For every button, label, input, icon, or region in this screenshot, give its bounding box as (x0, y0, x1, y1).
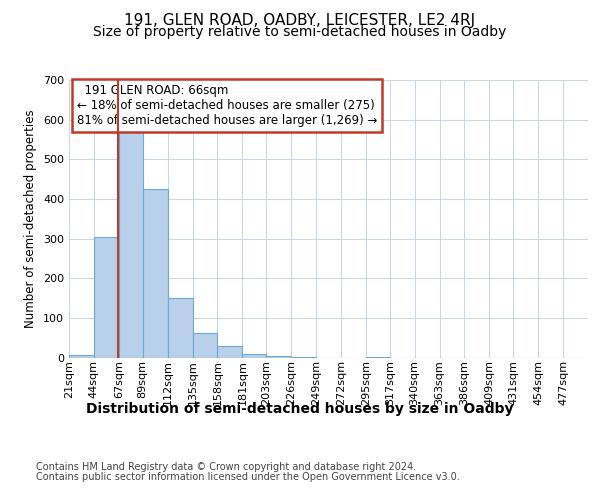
Text: Contains HM Land Registry data © Crown copyright and database right 2024.: Contains HM Land Registry data © Crown c… (36, 462, 416, 472)
Bar (217, 346, 242, 358)
Text: 191 GLEN ROAD: 66sqm
← 18% of semi-detached houses are smaller (275)
81% of semi: 191 GLEN ROAD: 66sqm ← 18% of semi-detac… (77, 84, 377, 127)
Bar (167, 298, 193, 358)
Bar (266, 356, 291, 358)
Bar (69, 354, 94, 358)
Bar (193, 332, 217, 357)
Text: Distribution of semi-detached houses by size in Oadby: Distribution of semi-detached houses by … (86, 402, 514, 416)
Text: 191, GLEN ROAD, OADBY, LEICESTER, LE2 4RJ: 191, GLEN ROAD, OADBY, LEICESTER, LE2 4R… (124, 12, 476, 28)
Bar (143, 189, 167, 358)
Bar (242, 354, 266, 358)
Bar (94, 236, 119, 358)
Bar (119, 130, 143, 358)
Text: Contains public sector information licensed under the Open Government Licence v3: Contains public sector information licen… (36, 472, 460, 482)
Y-axis label: Number of semi-detached properties: Number of semi-detached properties (25, 110, 37, 328)
Text: Size of property relative to semi-detached houses in Oadby: Size of property relative to semi-detach… (94, 25, 506, 39)
